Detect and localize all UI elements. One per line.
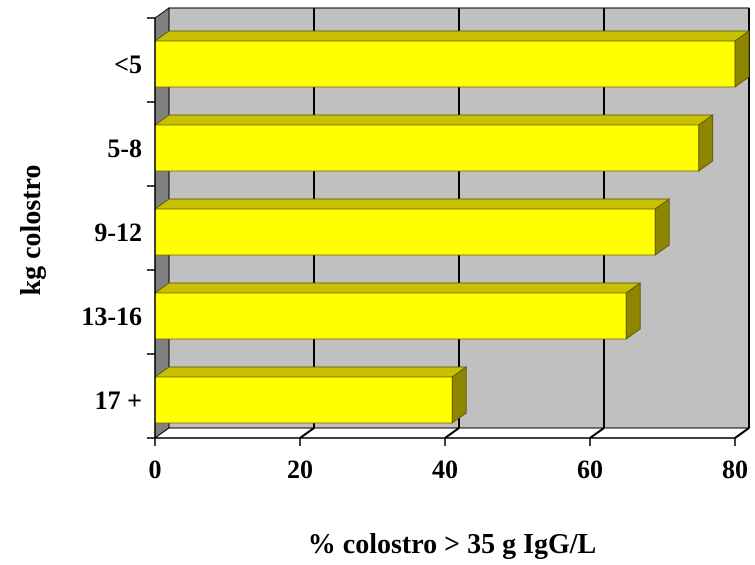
- bar: [154, 292, 627, 340]
- x-tick-labels: 0 20 40 60 80: [149, 455, 749, 484]
- floor-gridline: [734, 427, 750, 439]
- floor-gridline: [299, 427, 315, 439]
- bar-end: [698, 114, 714, 172]
- bar: [154, 208, 656, 256]
- bar-top: [153, 282, 642, 294]
- y-tick-label: <5: [114, 50, 142, 79]
- bar: [154, 124, 700, 172]
- y-axis-title: kg colostro: [16, 165, 47, 296]
- bar-top: [153, 30, 751, 42]
- bar: [154, 40, 736, 88]
- y-tick-label: 13-16: [81, 302, 142, 331]
- floor-gridline: [444, 427, 460, 439]
- bar-end: [451, 366, 467, 424]
- x-tick-label: 0: [149, 455, 162, 484]
- bar-end: [654, 198, 670, 256]
- y-tick-label: 5-8: [107, 134, 142, 163]
- x-axis-title: % colostro > 35 g IgG/L: [308, 529, 596, 560]
- floor-gridline: [589, 427, 605, 439]
- bar-end: [734, 30, 750, 88]
- bar-end: [625, 282, 641, 340]
- x-tick-label: 80: [722, 455, 748, 484]
- x-tick-label: 60: [577, 455, 603, 484]
- y-tick-label: 17 +: [95, 386, 142, 415]
- bar-top: [153, 114, 714, 126]
- bar-series: [153, 30, 751, 424]
- bar: [154, 376, 453, 424]
- bar-top: [153, 366, 468, 378]
- axes: [147, 17, 736, 446]
- y-tick-label: 9-12: [94, 218, 142, 247]
- x-tick-label: 20: [287, 455, 313, 484]
- x-tick-label: 40: [432, 455, 458, 484]
- bar-top: [153, 198, 671, 210]
- y-tick-labels: <5 5-8 9-12 13-16 17 +: [81, 50, 142, 415]
